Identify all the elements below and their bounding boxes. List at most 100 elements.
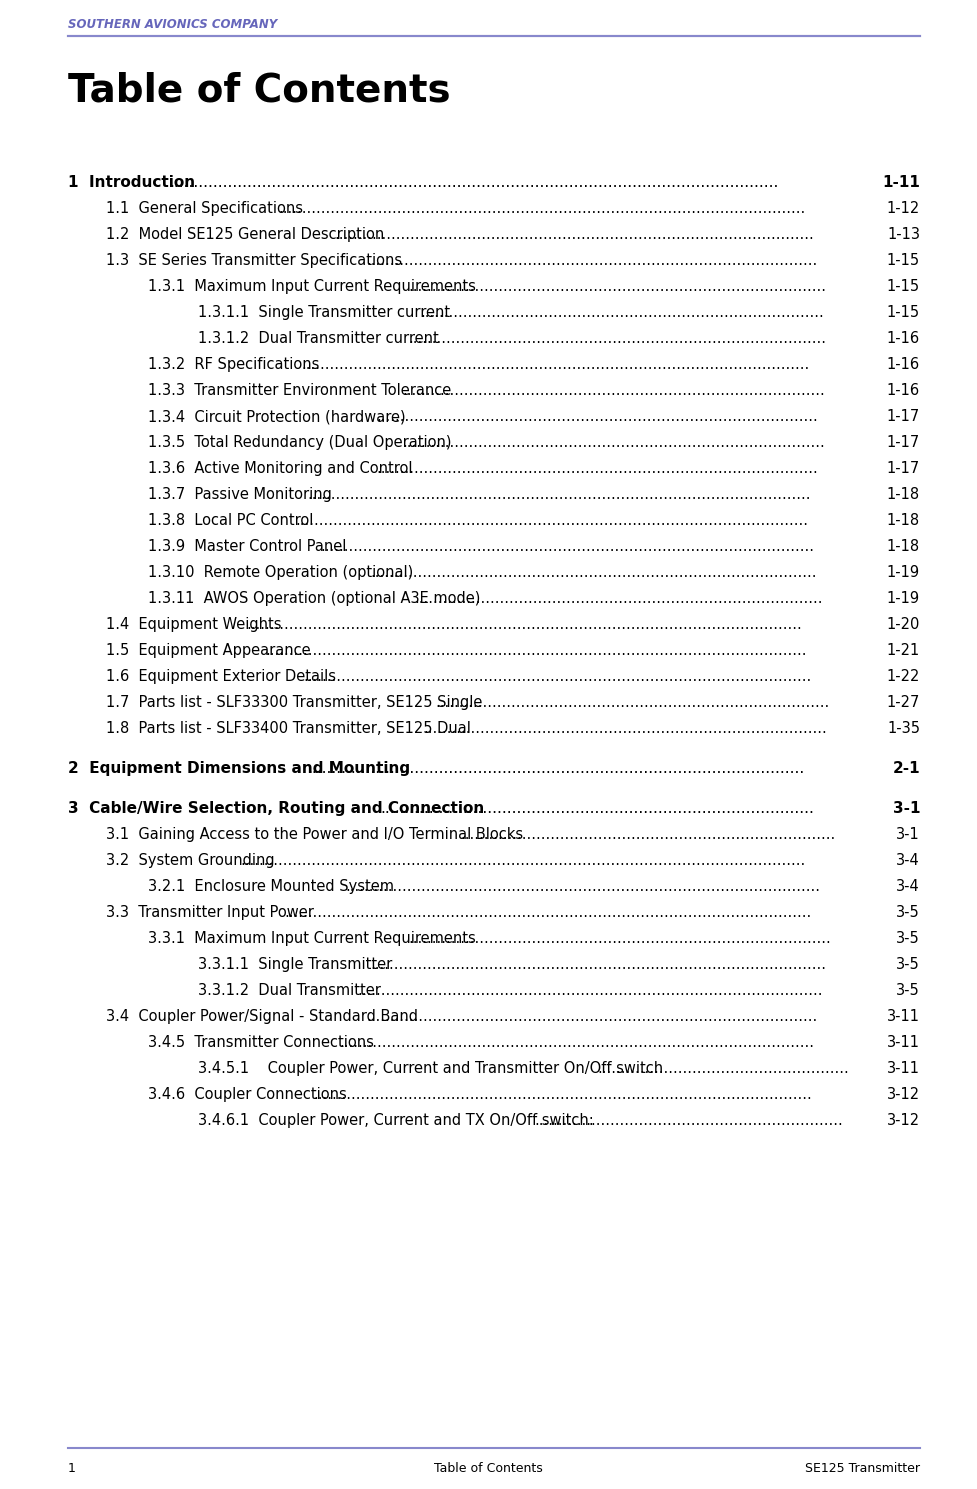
Text: 3.4.5  Transmitter Connections: 3.4.5 Transmitter Connections bbox=[148, 1035, 374, 1050]
Text: ................................................................................: ........................................… bbox=[408, 278, 827, 293]
Text: 3-11: 3-11 bbox=[887, 1062, 920, 1077]
Text: 1-18: 1-18 bbox=[887, 487, 920, 502]
Text: ................................................................................: ........................................… bbox=[414, 591, 823, 606]
Text: ................................................................................: ........................................… bbox=[335, 226, 815, 243]
Text: 1.7  Parts list - SLF33300 Transmitter, SE125 Single: 1.7 Parts list - SLF33300 Transmitter, S… bbox=[106, 695, 483, 710]
Text: 1-15: 1-15 bbox=[887, 278, 920, 293]
Text: 1.3.1.1  Single Transmitter current: 1.3.1.1 Single Transmitter current bbox=[198, 305, 450, 320]
Text: ................................................................................: ........................................… bbox=[240, 853, 806, 868]
Text: 1.3.10  Remote Operation (optional): 1.3.10 Remote Operation (optional) bbox=[148, 564, 413, 581]
Text: 3-12: 3-12 bbox=[887, 1087, 920, 1102]
Text: 1.4  Equipment Weights: 1.4 Equipment Weights bbox=[106, 616, 281, 631]
Text: 3-4: 3-4 bbox=[896, 879, 920, 893]
Text: 1.3.5  Total Redundancy (Dual Operation): 1.3.5 Total Redundancy (Dual Operation) bbox=[148, 435, 451, 450]
Text: 3.2  System Grounding: 3.2 System Grounding bbox=[106, 853, 275, 868]
Text: ................................................................................: ........................................… bbox=[377, 409, 819, 424]
Text: 3.3.1.2  Dual Transmitter: 3.3.1.2 Dual Transmitter bbox=[198, 983, 381, 998]
Text: 3-5: 3-5 bbox=[896, 905, 920, 920]
Text: ................................................................................: ........................................… bbox=[169, 176, 779, 191]
Text: ................................................................................: ........................................… bbox=[301, 357, 810, 372]
Text: 1.3.1.2  Dual Transmitter current: 1.3.1.2 Dual Transmitter current bbox=[198, 331, 439, 345]
Text: ................................................................................: ........................................… bbox=[366, 253, 818, 268]
Text: 3.4.5.1    Coupler Power, Current and Transmitter On/Off switch: 3.4.5.1 Coupler Power, Current and Trans… bbox=[198, 1062, 663, 1077]
Text: 1.3.6  Active Monitoring and Control: 1.3.6 Active Monitoring and Control bbox=[148, 462, 412, 476]
Text: .................................................................: ........................................… bbox=[533, 1112, 842, 1129]
Text: ................................................................................: ........................................… bbox=[308, 761, 805, 776]
Text: 1  Introduction: 1 Introduction bbox=[68, 176, 195, 191]
Text: 1-27: 1-27 bbox=[886, 695, 920, 710]
Text: ...............................................................................: ........................................… bbox=[461, 826, 836, 841]
Text: ................................................................................: ........................................… bbox=[303, 669, 812, 683]
Text: 1.1  General Specifications: 1.1 General Specifications bbox=[106, 201, 303, 216]
Text: 2  Equipment Dimensions and Mounting: 2 Equipment Dimensions and Mounting bbox=[68, 761, 410, 776]
Text: Table of Contents: Table of Contents bbox=[434, 1462, 543, 1476]
Text: ................................................................................: ........................................… bbox=[358, 983, 823, 998]
Text: 1-13: 1-13 bbox=[887, 226, 920, 243]
Text: ................................................................................: ........................................… bbox=[339, 1035, 814, 1050]
Text: 1-17: 1-17 bbox=[887, 409, 920, 424]
Text: 1-16: 1-16 bbox=[887, 357, 920, 372]
Text: 1-17: 1-17 bbox=[887, 435, 920, 450]
Text: 3.4.6  Coupler Connections: 3.4.6 Coupler Connections bbox=[148, 1087, 347, 1102]
Text: 1.6  Equipment Exterior Details: 1.6 Equipment Exterior Details bbox=[106, 669, 336, 683]
Text: Table of Contents: Table of Contents bbox=[68, 71, 450, 110]
Text: ................................................................................: ........................................… bbox=[366, 1010, 818, 1024]
Text: ................................................................................: ........................................… bbox=[295, 514, 808, 529]
Text: 1-18: 1-18 bbox=[887, 539, 920, 554]
Text: 1.3.3  Transmitter Environment Tolerance: 1.3.3 Transmitter Environment Tolerance bbox=[148, 383, 451, 398]
Text: 1-19: 1-19 bbox=[887, 591, 920, 606]
Text: ................................................................................: ........................................… bbox=[308, 487, 811, 502]
Text: 1.3.9  Master Control Panel: 1.3.9 Master Control Panel bbox=[148, 539, 347, 554]
Text: 1-18: 1-18 bbox=[887, 514, 920, 529]
Text: ................................................................................: ........................................… bbox=[246, 616, 802, 631]
Text: 1-12: 1-12 bbox=[887, 201, 920, 216]
Text: 3.3  Transmitter Input Power: 3.3 Transmitter Input Power bbox=[106, 905, 314, 920]
Text: 3.4.6.1  Coupler Power, Current and TX On/Off switch:: 3.4.6.1 Coupler Power, Current and TX On… bbox=[198, 1112, 594, 1129]
Text: 1-16: 1-16 bbox=[887, 331, 920, 345]
Text: 1-16: 1-16 bbox=[887, 383, 920, 398]
Text: 3-5: 3-5 bbox=[896, 983, 920, 998]
Text: ................................................................................: ........................................… bbox=[370, 957, 827, 972]
Text: .....................................................: ........................................… bbox=[597, 1062, 849, 1077]
Text: 1-15: 1-15 bbox=[887, 305, 920, 320]
Text: 1.3.8  Local PC Control: 1.3.8 Local PC Control bbox=[148, 514, 314, 529]
Text: 1.3.2  RF Specifications: 1.3.2 RF Specifications bbox=[148, 357, 319, 372]
Text: SE125 Transmitter: SE125 Transmitter bbox=[805, 1462, 920, 1476]
Text: ................................................................................: ........................................… bbox=[402, 435, 825, 450]
Text: ................................................................................: ........................................… bbox=[408, 331, 826, 345]
Text: 3-5: 3-5 bbox=[896, 931, 920, 946]
Text: 1.3.1  Maximum Input Current Requirements: 1.3.1 Maximum Input Current Requirements bbox=[148, 278, 476, 293]
Text: 3-11: 3-11 bbox=[887, 1010, 920, 1024]
Text: 1.3.4  Circuit Protection (hardware): 1.3.4 Circuit Protection (hardware) bbox=[148, 409, 405, 424]
Text: 3.2.1  Enclosure Mounted System: 3.2.1 Enclosure Mounted System bbox=[148, 879, 394, 893]
Text: 3-12: 3-12 bbox=[887, 1112, 920, 1129]
Text: ................................................................................: ........................................… bbox=[423, 721, 827, 736]
Text: 3-1: 3-1 bbox=[896, 826, 920, 841]
Text: 1-22: 1-22 bbox=[886, 669, 920, 683]
Text: ................................................................................: ........................................… bbox=[320, 539, 814, 554]
Text: 3.4  Coupler Power/Signal - Standard Band: 3.4 Coupler Power/Signal - Standard Band bbox=[106, 1010, 418, 1024]
Text: ................................................................................: ........................................… bbox=[278, 201, 805, 216]
Text: 1-35: 1-35 bbox=[887, 721, 920, 736]
Text: ................................................................................: ........................................… bbox=[408, 931, 831, 946]
Text: 3.1  Gaining Access to the Power and I/O Terminal Blocks: 3.1 Gaining Access to the Power and I/O … bbox=[106, 826, 523, 841]
Text: 1-20: 1-20 bbox=[886, 616, 920, 631]
Text: 1-19: 1-19 bbox=[887, 564, 920, 581]
Text: ................................................................................: ........................................… bbox=[436, 695, 829, 710]
Text: 3-5: 3-5 bbox=[896, 957, 920, 972]
Text: 1: 1 bbox=[68, 1462, 76, 1476]
Text: SOUTHERN AVIONICS COMPANY: SOUTHERN AVIONICS COMPANY bbox=[68, 18, 277, 31]
Text: 1-21: 1-21 bbox=[887, 643, 920, 658]
Text: 3.3.1.1  Single Transmitter: 3.3.1.1 Single Transmitter bbox=[198, 957, 392, 972]
Text: ................................................................................: ........................................… bbox=[345, 879, 821, 893]
Text: 2-1: 2-1 bbox=[892, 761, 920, 776]
Text: 3.3.1  Maximum Input Current Requirements: 3.3.1 Maximum Input Current Requirements bbox=[148, 931, 476, 946]
Text: 1.3  SE Series Transmitter Specifications: 1.3 SE Series Transmitter Specifications bbox=[106, 253, 403, 268]
Text: 1.3.7  Passive Monitoring: 1.3.7 Passive Monitoring bbox=[148, 487, 332, 502]
Text: ................................................................................: ........................................… bbox=[266, 643, 807, 658]
Text: 1.8  Parts list - SLF33400 Transmitter, SE125 Dual: 1.8 Parts list - SLF33400 Transmitter, S… bbox=[106, 721, 471, 736]
Text: ................................................................................: ........................................… bbox=[370, 564, 817, 581]
Text: ................................................................................: ........................................… bbox=[377, 462, 819, 476]
Text: 1.5  Equipment Appearance: 1.5 Equipment Appearance bbox=[106, 643, 311, 658]
Text: ................................................................................: ........................................… bbox=[420, 305, 825, 320]
